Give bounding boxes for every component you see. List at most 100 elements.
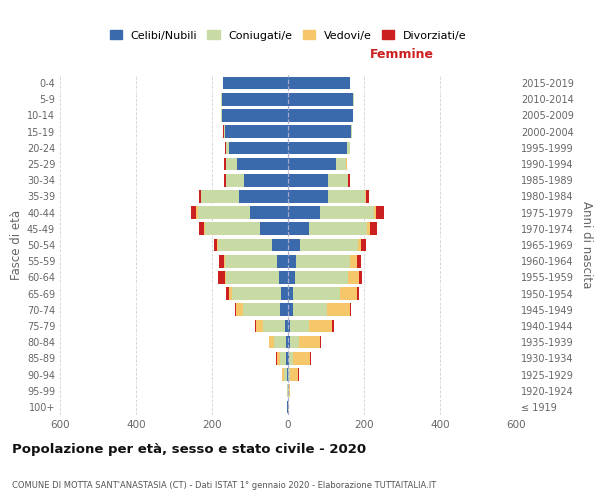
Bar — [203, 222, 205, 235]
Bar — [218, 271, 224, 283]
Bar — [225, 255, 277, 268]
Bar — [224, 271, 226, 283]
Legend: Celibi/Nubili, Coniugati/e, Vedovi/e, Divorziati/e: Celibi/Nubili, Coniugati/e, Vedovi/e, Di… — [107, 28, 469, 42]
Bar — [221, 109, 288, 122]
Bar — [191, 206, 196, 219]
Bar — [332, 320, 334, 332]
Bar — [281, 288, 288, 300]
Bar — [359, 271, 362, 283]
Bar — [358, 238, 361, 252]
Bar — [269, 336, 274, 348]
Bar — [277, 352, 280, 364]
Bar — [224, 174, 226, 186]
Bar — [348, 174, 350, 186]
Bar — [288, 336, 290, 348]
Y-axis label: Anni di nascita: Anni di nascita — [580, 202, 593, 288]
Bar — [229, 288, 232, 300]
Text: Femmine: Femmine — [370, 48, 434, 62]
Bar — [285, 320, 288, 332]
Bar — [226, 158, 236, 170]
Bar — [309, 222, 367, 235]
Bar — [280, 304, 288, 316]
Bar — [288, 126, 350, 138]
Bar — [235, 304, 236, 316]
Bar — [202, 190, 239, 202]
Bar — [287, 400, 288, 413]
Bar — [350, 255, 357, 268]
Bar — [365, 190, 366, 202]
Bar — [196, 206, 197, 219]
Bar — [260, 222, 288, 235]
Bar — [290, 320, 309, 332]
Bar — [224, 255, 225, 268]
Bar — [217, 238, 218, 252]
Bar — [366, 190, 369, 202]
Bar — [214, 238, 217, 252]
Bar — [288, 352, 289, 364]
Bar — [288, 288, 293, 300]
Bar — [200, 190, 202, 202]
Bar — [236, 158, 288, 170]
Bar — [335, 158, 346, 170]
Bar — [283, 368, 284, 381]
Bar — [288, 142, 347, 154]
Bar — [374, 206, 376, 219]
Bar — [288, 174, 328, 186]
Bar — [300, 238, 358, 252]
Bar — [299, 336, 320, 348]
Bar — [219, 255, 224, 268]
Bar — [278, 271, 288, 283]
Bar — [232, 288, 281, 300]
Bar — [256, 320, 263, 332]
Bar — [288, 158, 335, 170]
Bar — [199, 190, 200, 202]
Bar — [239, 190, 288, 202]
Bar — [288, 190, 328, 202]
Bar — [287, 368, 288, 381]
Bar — [348, 271, 359, 283]
Bar — [290, 368, 298, 381]
Bar — [293, 288, 340, 300]
Bar — [229, 142, 288, 154]
Bar — [289, 352, 293, 364]
Bar — [288, 320, 290, 332]
Bar — [205, 222, 260, 235]
Bar — [376, 206, 384, 219]
Bar — [290, 336, 299, 348]
Bar — [289, 384, 290, 397]
Bar — [224, 126, 226, 138]
Bar — [223, 77, 288, 90]
Text: COMUNE DI MOTTA SANT'ANASTASIA (CT) - Dati ISTAT 1° gennaio 2020 - Elaborazione : COMUNE DI MOTTA SANT'ANASTASIA (CT) - Da… — [12, 480, 436, 490]
Bar — [309, 320, 332, 332]
Bar — [350, 126, 352, 138]
Bar — [224, 158, 226, 170]
Bar — [272, 238, 288, 252]
Bar — [320, 206, 374, 219]
Bar — [288, 109, 353, 122]
Bar — [197, 206, 250, 219]
Bar — [295, 271, 348, 283]
Bar — [357, 288, 359, 300]
Bar — [367, 222, 370, 235]
Bar — [361, 238, 365, 252]
Bar — [328, 190, 365, 202]
Bar — [296, 255, 350, 268]
Bar — [286, 352, 288, 364]
Bar — [244, 174, 288, 186]
Bar — [288, 222, 309, 235]
Bar — [250, 206, 288, 219]
Bar — [370, 222, 377, 235]
Bar — [226, 174, 244, 186]
Bar — [288, 77, 350, 90]
Bar — [218, 238, 272, 252]
Bar — [288, 304, 293, 316]
Bar — [280, 352, 286, 364]
Bar — [288, 238, 300, 252]
Bar — [226, 288, 229, 300]
Bar — [226, 126, 288, 138]
Bar — [221, 93, 288, 106]
Bar — [340, 288, 357, 300]
Bar — [328, 174, 347, 186]
Bar — [350, 304, 351, 316]
Bar — [226, 142, 229, 154]
